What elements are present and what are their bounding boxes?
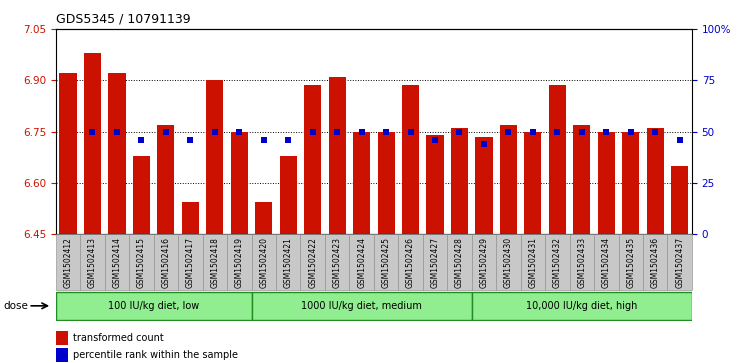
Bar	[570, 234, 594, 290]
Text: GSM1502432: GSM1502432	[553, 237, 562, 288]
Bar	[377, 132, 394, 234]
Bar	[374, 234, 398, 290]
Bar	[84, 53, 101, 234]
Bar	[597, 132, 615, 234]
Bar	[402, 85, 419, 234]
Text: GSM1502430: GSM1502430	[504, 237, 513, 288]
Bar	[56, 234, 80, 290]
Text: GSM1502437: GSM1502437	[676, 237, 684, 288]
Bar	[129, 234, 154, 290]
Bar	[280, 155, 297, 234]
Bar	[276, 234, 301, 290]
Bar	[325, 234, 350, 290]
Bar	[475, 137, 493, 234]
Bar	[182, 202, 199, 234]
Text: GSM1502418: GSM1502418	[211, 237, 219, 288]
Text: GSM1502417: GSM1502417	[186, 237, 195, 288]
Bar	[622, 132, 639, 234]
Bar	[521, 234, 545, 290]
Text: GSM1502412: GSM1502412	[63, 237, 72, 288]
Text: 1000 IU/kg diet, medium: 1000 IU/kg diet, medium	[301, 301, 422, 311]
Text: GSM1502435: GSM1502435	[626, 237, 635, 288]
Bar	[56, 348, 68, 362]
Bar	[80, 234, 105, 290]
Bar	[56, 331, 68, 345]
Text: percentile rank within the sample: percentile rank within the sample	[73, 350, 237, 360]
Bar	[594, 234, 618, 290]
Text: GSM1502423: GSM1502423	[333, 237, 341, 288]
Bar	[178, 234, 202, 290]
Bar	[472, 234, 496, 290]
Bar	[353, 132, 371, 234]
Bar	[227, 234, 251, 290]
Bar	[154, 234, 178, 290]
Text: GSM1502422: GSM1502422	[308, 237, 317, 288]
Text: GSM1502433: GSM1502433	[577, 237, 586, 288]
Bar	[671, 166, 688, 234]
Text: GDS5345 / 10791139: GDS5345 / 10791139	[56, 13, 190, 26]
Text: GSM1502420: GSM1502420	[259, 237, 269, 288]
Bar	[301, 234, 325, 290]
Bar	[206, 80, 223, 234]
Bar	[496, 234, 521, 290]
Text: GSM1502436: GSM1502436	[651, 237, 660, 288]
Bar	[133, 155, 150, 234]
Text: 10,000 IU/kg diet, high: 10,000 IU/kg diet, high	[526, 301, 638, 311]
Bar	[618, 234, 643, 290]
Text: GSM1502429: GSM1502429	[479, 237, 489, 288]
Text: GSM1502431: GSM1502431	[528, 237, 537, 288]
Bar	[105, 234, 129, 290]
Bar	[423, 234, 447, 290]
Bar	[643, 234, 667, 290]
Bar	[447, 234, 472, 290]
Text: transformed count: transformed count	[73, 333, 163, 343]
Bar	[545, 234, 570, 290]
Bar	[451, 128, 468, 234]
Bar	[231, 132, 248, 234]
Bar	[56, 292, 251, 320]
Text: GSM1502426: GSM1502426	[406, 237, 415, 288]
Text: GSM1502424: GSM1502424	[357, 237, 366, 288]
Text: 100 IU/kg diet, low: 100 IU/kg diet, low	[108, 301, 199, 311]
Text: GSM1502413: GSM1502413	[88, 237, 97, 288]
Bar	[60, 73, 77, 234]
Bar	[398, 234, 423, 290]
Bar	[304, 85, 321, 234]
Text: GSM1502414: GSM1502414	[112, 237, 121, 288]
Bar	[251, 234, 276, 290]
Text: GSM1502419: GSM1502419	[235, 237, 244, 288]
Bar	[647, 128, 664, 234]
Text: GSM1502421: GSM1502421	[283, 237, 292, 288]
Bar	[549, 85, 566, 234]
Bar	[574, 125, 591, 234]
Bar	[667, 234, 692, 290]
Text: GSM1502415: GSM1502415	[137, 237, 146, 288]
Text: GSM1502428: GSM1502428	[455, 237, 464, 288]
Text: GSM1502434: GSM1502434	[602, 237, 611, 288]
Bar	[350, 234, 374, 290]
Bar	[251, 292, 472, 320]
Bar	[109, 73, 126, 234]
Text: GSM1502425: GSM1502425	[382, 237, 391, 288]
Text: GSM1502416: GSM1502416	[161, 237, 170, 288]
Bar	[500, 125, 517, 234]
Text: dose: dose	[4, 301, 28, 311]
Bar	[329, 77, 346, 234]
Bar	[426, 135, 443, 234]
Bar	[202, 234, 227, 290]
Bar	[157, 125, 174, 234]
Bar	[472, 292, 692, 320]
Bar	[255, 202, 272, 234]
Text: GSM1502427: GSM1502427	[431, 237, 440, 288]
Bar	[525, 132, 542, 234]
